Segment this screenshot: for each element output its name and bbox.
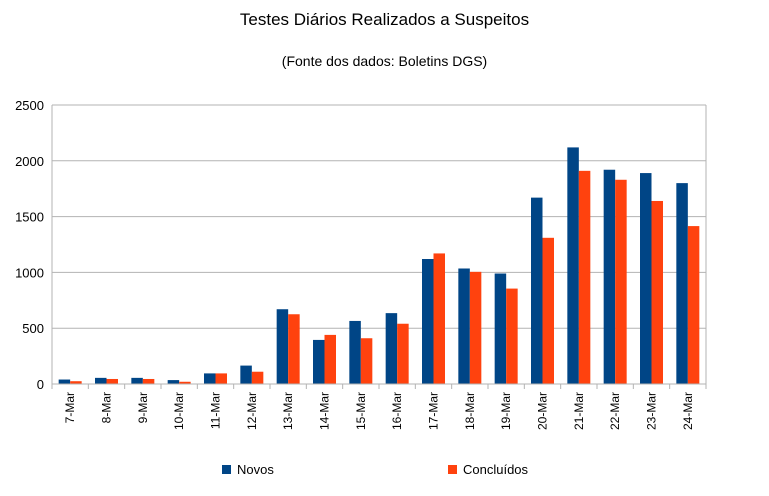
x-tick-label: 9-Mar (136, 392, 150, 423)
bar-concluidos (179, 381, 191, 384)
chart-subtitle: (Fonte dos dados: Boletins DGS) (281, 53, 488, 69)
bar-novos (58, 379, 71, 384)
bar-concluidos (397, 323, 409, 384)
bar-concluidos (215, 373, 227, 384)
legend-item-novos: Novos (222, 462, 274, 477)
bar-concluidos (651, 200, 663, 384)
x-tick-label: 16-Mar (390, 392, 404, 430)
x-tick-label: 15-Mar (354, 392, 368, 430)
bar-concluidos (578, 170, 591, 384)
x-tick-label: 12-Mar (245, 392, 259, 430)
bar-novos (204, 373, 216, 384)
bar-concluidos (506, 288, 518, 384)
bar-novos (494, 273, 507, 384)
bar-novos (422, 259, 434, 384)
x-tick-label: 14-Mar (318, 392, 332, 430)
x-tick-label: 22-Mar (608, 392, 622, 430)
bar-concluidos (360, 338, 373, 384)
bar-novos (95, 377, 107, 384)
bar-concluidos (142, 378, 155, 384)
x-tick-label: 13-Mar (281, 392, 295, 430)
bar-concluidos (469, 271, 482, 384)
x-tick-label: 7-Mar (63, 392, 77, 423)
x-tick-label: 24-Mar (681, 392, 695, 430)
bar-novos (349, 320, 361, 384)
x-tick-label: 21-Mar (572, 392, 586, 430)
bar-concluidos (687, 226, 700, 384)
x-tick-label: 11-Mar (209, 392, 223, 429)
bar-novos (240, 365, 252, 384)
x-tick-label: 10-Mar (172, 392, 186, 430)
x-tick-label: 23-Mar (645, 392, 659, 430)
bar-novos (603, 169, 616, 384)
bar-concluidos (433, 253, 445, 384)
y-tick-label: 1500 (15, 210, 44, 225)
x-tick-label: 17-Mar (427, 392, 441, 430)
x-tick-label: 20-Mar (536, 392, 550, 430)
legend-label-concluidos: Concluídos (463, 462, 529, 477)
bar-novos (276, 309, 289, 384)
legend-swatch-concluidos (448, 465, 457, 474)
y-tick-label: 0 (37, 377, 44, 392)
bar-novos (567, 147, 579, 384)
bar-novos (458, 268, 470, 384)
y-tick-label: 2000 (15, 154, 44, 169)
bar-concluidos (70, 381, 82, 384)
bar-concluidos (106, 378, 118, 384)
legend-swatch-novos (222, 465, 231, 474)
bar-novos (167, 380, 180, 384)
x-tick-label: 8-Mar (100, 392, 114, 423)
x-tick-label: 19-Mar (499, 392, 513, 430)
bar-novos (385, 313, 398, 384)
bar-novos (640, 173, 652, 384)
bar-concluidos (251, 371, 264, 384)
bar-concluidos (615, 179, 627, 384)
bar-novos (676, 183, 688, 384)
chart-title: Testes Diários Realizados a Suspeitos (239, 10, 530, 29)
bar-concluidos (324, 334, 336, 384)
y-tick-label: 2500 (15, 98, 44, 113)
bar-concluidos (288, 314, 300, 384)
y-tick-label: 1000 (15, 265, 44, 280)
legend-item-concluidos: Concluídos (448, 462, 528, 477)
bar-novos (131, 377, 143, 384)
x-tick-label: 18-Mar (463, 392, 477, 430)
y-tick-label: 500 (22, 321, 44, 336)
legend-label-novos: Novos (237, 462, 274, 477)
bar-novos (313, 339, 325, 384)
bar-concluidos (542, 237, 554, 384)
bar-novos (531, 197, 543, 384)
